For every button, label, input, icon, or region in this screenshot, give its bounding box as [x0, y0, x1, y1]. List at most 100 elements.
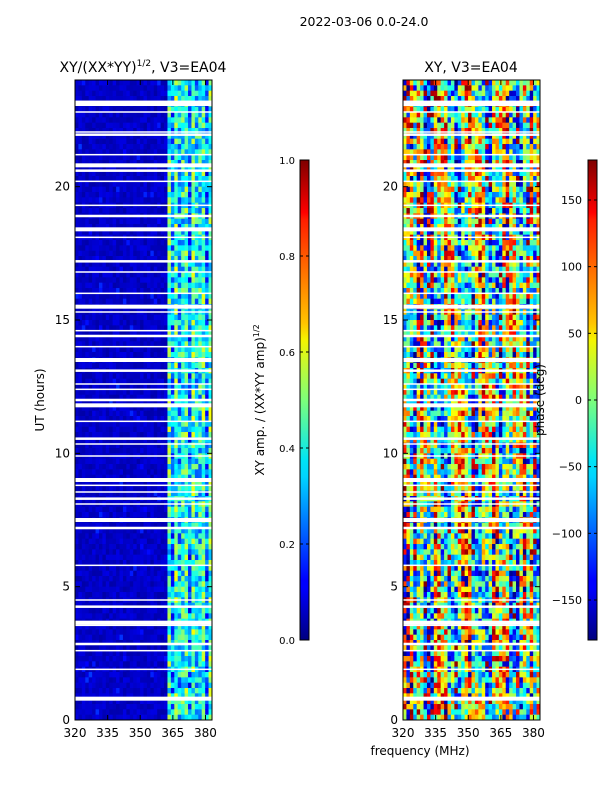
amplitude-cell: [85, 634, 90, 641]
amplitude-cell: [105, 624, 110, 630]
amplitude-cell: [109, 117, 114, 124]
amplitude-cell: [174, 554, 179, 561]
amplitude-cell: [164, 480, 169, 486]
amplitude-cell: [81, 170, 86, 177]
amplitude-cell: [126, 634, 131, 641]
amplitude-cell: [201, 314, 206, 321]
amplitude-cell: [157, 704, 162, 710]
amplitude-cell: [95, 170, 100, 177]
phase-cell: [403, 448, 408, 454]
amplitude-cell: [85, 421, 90, 428]
amplitude-cell: [119, 288, 124, 294]
amplitude-cell: [208, 325, 212, 332]
amplitude-cell: [201, 416, 206, 422]
amplitude-cell: [174, 314, 179, 321]
amplitude-cell: [170, 442, 175, 449]
amplitude-cell: [153, 181, 158, 188]
amplitude-cell: [170, 688, 175, 694]
amplitude-cell: [208, 117, 212, 124]
amplitude-cell: [122, 592, 127, 598]
amplitude-cell: [129, 341, 134, 348]
amplitude-cell: [78, 426, 83, 433]
amplitude-colorbar-label: XY amp. / (XX*YY amp)1/2: [252, 324, 267, 475]
amplitude-cell: [95, 592, 100, 598]
amplitude-cell: [78, 138, 83, 145]
amplitude-cell: [81, 288, 86, 294]
amplitude-cell: [116, 80, 121, 86]
amplitude-cell: [112, 362, 117, 369]
amplitude-cell: [170, 698, 175, 705]
amplitude-cell: [194, 160, 199, 166]
amplitude-cell: [177, 405, 182, 412]
amplitude-cell: [112, 528, 117, 534]
amplitude-cell: [146, 96, 151, 102]
amplitude-cell: [85, 426, 90, 433]
amplitude-cell: [143, 272, 148, 278]
amplitude-cell: [105, 362, 110, 369]
amplitude-cell: [102, 336, 107, 342]
amplitude-cell: [140, 672, 145, 678]
amplitude-cell: [160, 528, 165, 534]
amplitude-cell: [198, 698, 203, 705]
amplitude-cell: [105, 650, 110, 657]
amplitude-cell: [181, 544, 186, 550]
amplitude-cell: [160, 208, 165, 214]
amplitude-cell: [102, 117, 107, 124]
amplitude-cell: [188, 608, 193, 614]
amplitude-cell: [95, 186, 100, 193]
amplitude-cell: [122, 490, 127, 497]
amplitude-cell: [136, 677, 141, 684]
amplitude-cell: [188, 266, 193, 273]
amplitude-cell: [198, 426, 203, 433]
amplitude-cell: [153, 464, 158, 470]
amplitude-cell: [140, 522, 145, 529]
amplitude-cell: [167, 528, 172, 534]
amplitude-cell: [205, 698, 210, 705]
amplitude-cell: [194, 576, 199, 582]
amplitude-cell: [85, 96, 90, 102]
amplitude-cell: [188, 714, 193, 720]
amplitude-cell: [205, 325, 210, 332]
amplitude-cell: [153, 298, 158, 305]
phase-cell: [403, 176, 408, 182]
amplitude-cell: [102, 389, 107, 396]
amplitude-cell: [133, 512, 138, 518]
amplitude-cell: [184, 693, 189, 700]
amplitude-cell: [78, 421, 83, 428]
amplitude-cell: [75, 250, 80, 257]
amplitude-cell: [201, 298, 206, 305]
amplitude-cell: [140, 138, 145, 145]
amplitude-cell: [188, 480, 193, 486]
amplitude-cell: [126, 405, 131, 412]
amplitude-cell: [177, 528, 182, 534]
amplitude-cell: [177, 250, 182, 257]
amplitude-cell: [105, 416, 110, 422]
amplitude-cell: [170, 373, 175, 380]
amplitude-cell: [177, 208, 182, 214]
amplitude-cell: [105, 693, 110, 700]
amplitude-cell: [119, 293, 124, 300]
amplitude-cell: [191, 512, 196, 518]
amplitude-cell: [92, 624, 97, 630]
amplitude-cell: [146, 229, 151, 236]
amplitude-cell: [150, 677, 155, 684]
amplitude-cell: [112, 565, 117, 572]
amplitude-cell: [143, 448, 148, 454]
amplitude-cell: [143, 416, 148, 422]
amplitude-cell: [205, 656, 210, 662]
amplitude-cell: [95, 362, 100, 369]
amplitude-cell: [170, 570, 175, 577]
amplitude-cell: [136, 320, 141, 326]
amplitude-cell: [122, 442, 127, 449]
amplitude-cell: [98, 96, 103, 102]
amplitude-cell: [150, 96, 155, 102]
amplitude-cell: [112, 634, 117, 641]
amplitude-cell: [181, 106, 186, 113]
amplitude-cell: [184, 506, 189, 513]
amplitude-cell: [119, 474, 124, 481]
amplitude-cell: [105, 490, 110, 497]
amplitude-cell: [98, 117, 103, 124]
amplitude-cell: [150, 538, 155, 545]
amplitude-cell: [98, 464, 103, 470]
amplitude-cell: [208, 277, 212, 284]
